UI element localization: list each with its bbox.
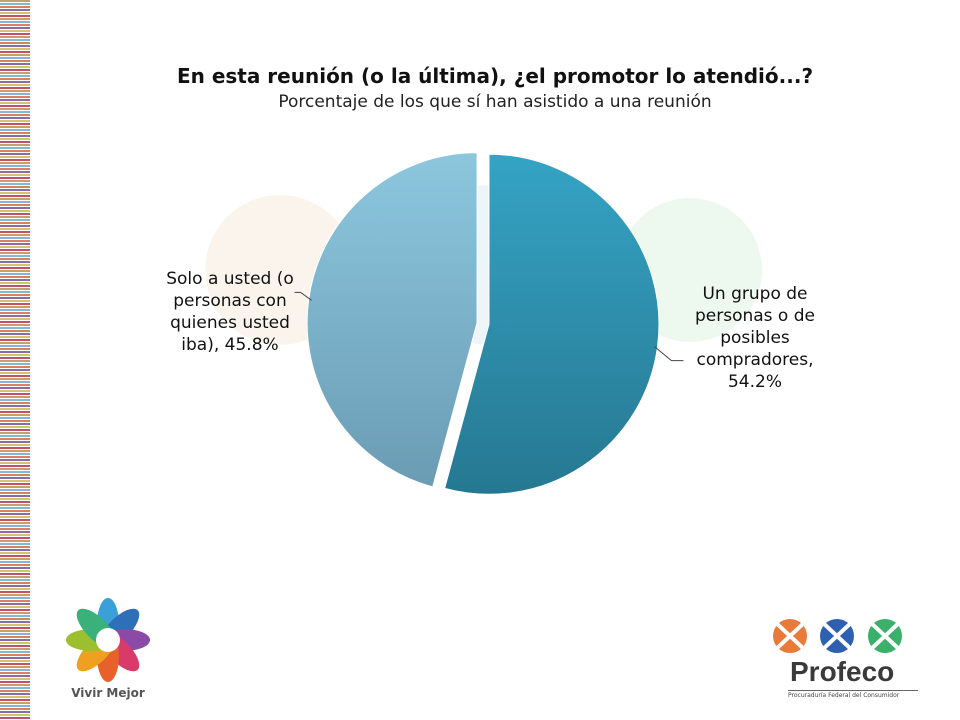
pie-slice-1 — [306, 152, 478, 488]
pie-slice-0 — [444, 153, 660, 495]
vivir-mejor-logo — [66, 598, 150, 682]
leader-line-1 — [294, 291, 312, 301]
leader-line-0 — [654, 346, 684, 362]
profeco-logo-figures — [773, 619, 902, 653]
profeco-subtext: Procuraduría Federal del Consumidor — [788, 690, 918, 699]
profeco-name: Profeco — [790, 656, 895, 687]
chart-title: En esta reunión (o la última), ¿el promo… — [176, 64, 814, 88]
decorative-stripes — [0, 0, 30, 720]
slice-label-grupo-personas: Un grupo de personas o de posibles compr… — [694, 284, 815, 392]
vivir-mejor-text: Vivir Mejor — [71, 686, 145, 700]
chart-subtitle: Porcentaje de los que sí han asistido a … — [278, 92, 712, 112]
slice-label-solo-usted: Solo a usted (o personas con quienes ust… — [166, 269, 294, 355]
